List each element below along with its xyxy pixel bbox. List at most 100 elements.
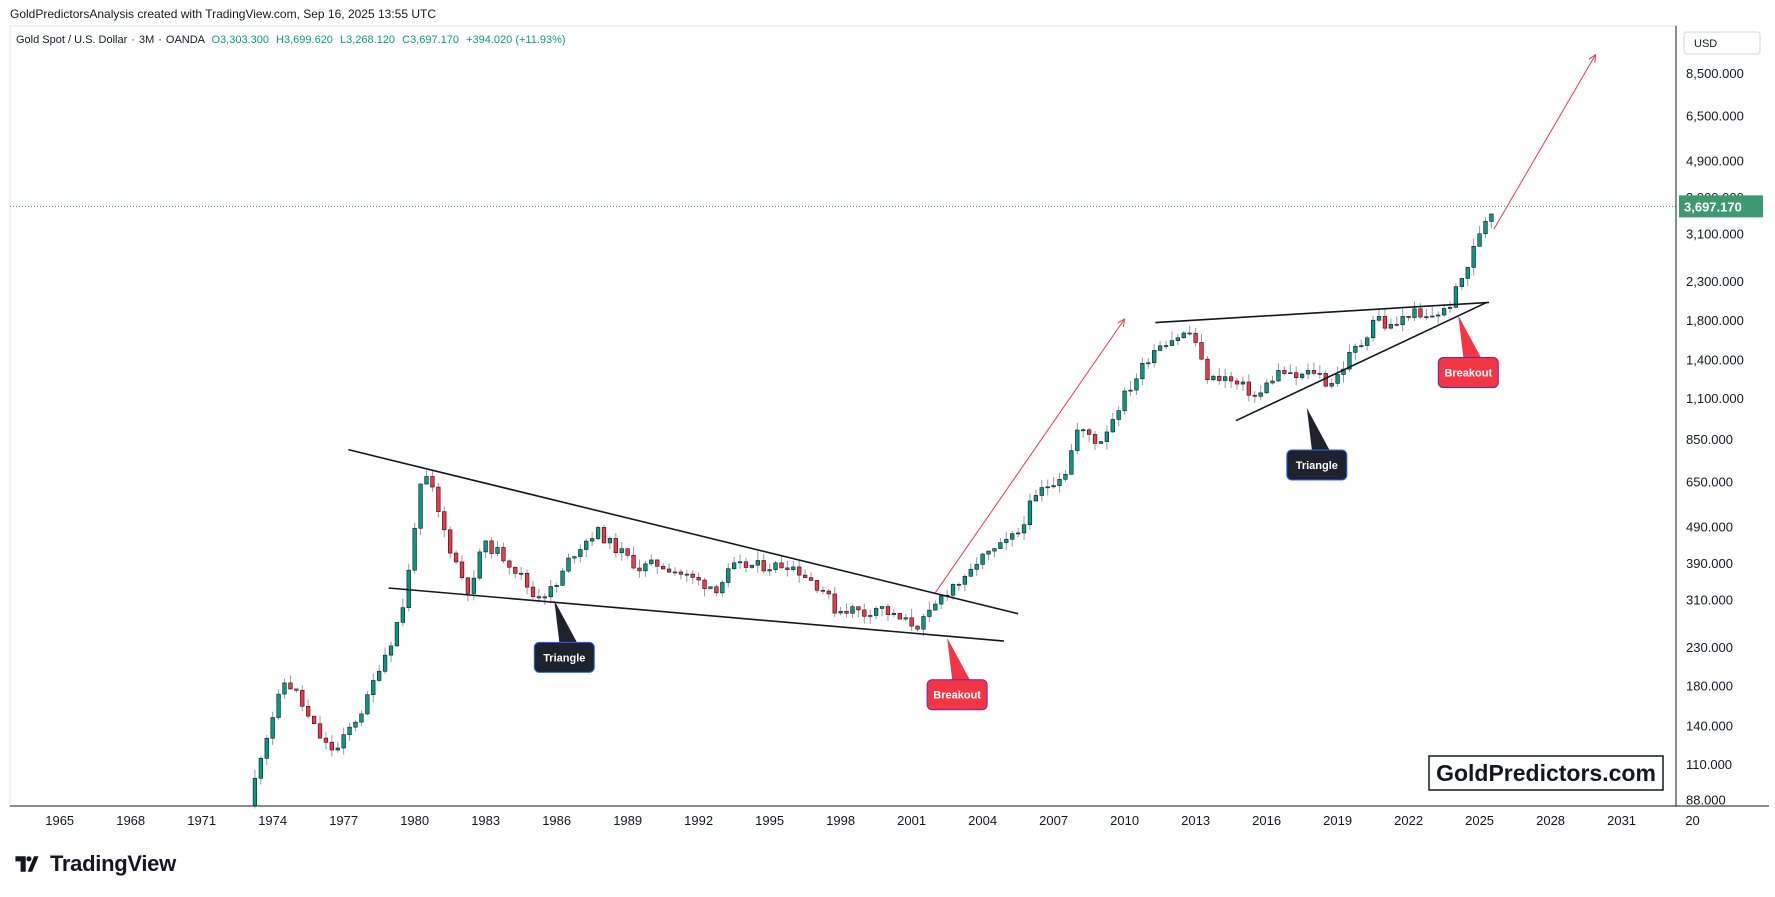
candle-down xyxy=(300,690,305,707)
candle-up xyxy=(394,622,400,647)
ohlc-open: O3,303.300 xyxy=(211,34,269,46)
candle-down xyxy=(832,593,837,614)
candle-down xyxy=(501,547,506,562)
candle-up xyxy=(1359,345,1364,347)
candle-up xyxy=(388,645,394,656)
projection-arrow-line xyxy=(934,318,1126,594)
candle-down xyxy=(661,565,666,570)
callout-pointer xyxy=(1306,407,1331,451)
candle-up xyxy=(1453,286,1459,308)
candle-down xyxy=(690,573,695,578)
time-tick-label: 1992 xyxy=(684,813,713,828)
price-tick-label: 850.000 xyxy=(1686,432,1733,447)
candle-up xyxy=(838,611,843,614)
projection-arrowhead xyxy=(1588,53,1597,63)
candle-up xyxy=(377,671,382,681)
candle-down xyxy=(1092,434,1098,444)
candle-down xyxy=(465,577,471,594)
candle-up xyxy=(359,713,364,723)
candle-down xyxy=(856,606,861,611)
price-tick-label: 490.000 xyxy=(1686,520,1733,535)
candle-up xyxy=(1163,345,1169,347)
candle-up xyxy=(873,608,879,616)
candle-up xyxy=(643,563,648,572)
candle-up xyxy=(962,575,968,585)
candle-up xyxy=(879,606,885,609)
price-tick-label: 110.000 xyxy=(1686,757,1732,772)
candle-down xyxy=(1317,373,1322,375)
candle-up xyxy=(418,483,423,529)
time-tick-label: 2013 xyxy=(1181,813,1210,828)
candle-down xyxy=(1418,308,1423,318)
candle-up xyxy=(1098,441,1104,444)
candle-up xyxy=(933,603,938,611)
projection-arrowhead xyxy=(1117,318,1126,327)
currency-box xyxy=(1683,31,1761,55)
candle-down xyxy=(1234,380,1240,385)
chart-attribution: GoldPredictorsAnalysis created with Trad… xyxy=(10,7,436,21)
triangle-upper-trendline xyxy=(348,448,1019,615)
callout-pointer xyxy=(1458,315,1482,359)
candle-up xyxy=(1223,376,1228,381)
candle-up xyxy=(353,721,358,728)
symbol-interval[interactable]: 3M xyxy=(138,34,155,46)
candle-down xyxy=(448,529,453,554)
candle-down xyxy=(625,548,630,556)
time-tick-label: 1977 xyxy=(329,813,358,828)
candle-up xyxy=(903,617,908,620)
candle-up xyxy=(519,573,524,575)
time-tick-label: 2031 xyxy=(1607,813,1636,828)
candle-up xyxy=(1181,332,1186,339)
candle-up xyxy=(1400,316,1405,326)
candle-down xyxy=(513,566,518,574)
candle-down xyxy=(797,566,802,576)
price-tick-label: 1,400.000 xyxy=(1686,353,1744,368)
candle-down xyxy=(655,559,660,567)
callout-box xyxy=(1437,357,1499,389)
candle-up xyxy=(276,693,281,718)
candle-down xyxy=(1252,394,1257,397)
candle-up xyxy=(1015,532,1021,535)
time-tick-label: 2025 xyxy=(1465,813,1494,828)
candle-down xyxy=(601,527,607,544)
candle-down xyxy=(1294,372,1299,378)
candle-down xyxy=(1246,381,1251,396)
price-tick-label: 3,100.000 xyxy=(1686,226,1744,241)
candle-up xyxy=(566,557,571,572)
candle-down xyxy=(1199,342,1204,360)
candle-up xyxy=(737,561,743,564)
candle-down xyxy=(1228,376,1234,382)
candle-up xyxy=(1140,363,1145,380)
candle-up xyxy=(720,582,725,594)
candle-up xyxy=(649,559,654,565)
tradingview-logo[interactable]: TradingView xyxy=(10,851,176,877)
candle-up xyxy=(560,570,565,586)
time-tick-label: 1968 xyxy=(116,813,145,828)
candle-up xyxy=(347,726,352,736)
candle-down xyxy=(909,617,914,627)
candle-up xyxy=(1441,308,1447,316)
triangle-lower-trendline xyxy=(388,587,1004,642)
candle-up xyxy=(767,569,772,572)
symbol-name[interactable]: Gold Spot / U.S. Dollar xyxy=(16,34,128,46)
price-tick-label: 2,300.000 xyxy=(1686,274,1744,289)
breakout-callout-label: Breakout xyxy=(933,690,981,702)
candle-up xyxy=(1471,246,1476,268)
watermark-text: GoldPredictors.com xyxy=(1436,760,1656,786)
ohlc-high: H3,699.620 xyxy=(276,34,333,46)
triangle-callout-label: Triangle xyxy=(543,652,585,664)
candle-up xyxy=(483,540,488,553)
time-tick-label: 1986 xyxy=(542,813,571,828)
candle-up xyxy=(365,694,370,715)
price-tick-label: 140.000 xyxy=(1686,719,1733,734)
candle-up xyxy=(684,573,689,576)
candle-up xyxy=(548,586,553,598)
candle-down xyxy=(1187,332,1192,335)
candle-up xyxy=(1081,429,1086,432)
candle-down xyxy=(637,567,642,572)
candle-down xyxy=(885,606,891,615)
time-tick-label: 1971 xyxy=(187,813,216,828)
last-price-tag xyxy=(1679,195,1763,218)
candle-up xyxy=(1365,337,1370,346)
